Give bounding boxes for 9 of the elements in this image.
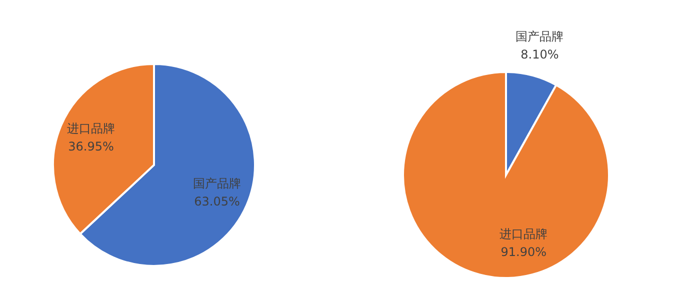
data-label: 63.05% — [194, 194, 240, 208]
pie-slice — [402, 71, 610, 279]
slice-label: 进口品牌 — [500, 226, 548, 241]
slice-label: 国产品牌 — [516, 29, 564, 44]
slice-label: 国产品牌 — [192, 176, 241, 190]
data-label: 8.10% — [520, 47, 559, 62]
data-label: 36.95% — [68, 140, 114, 154]
data-label: 91.90% — [500, 244, 547, 259]
slice-label: 进口品牌 — [67, 122, 116, 136]
